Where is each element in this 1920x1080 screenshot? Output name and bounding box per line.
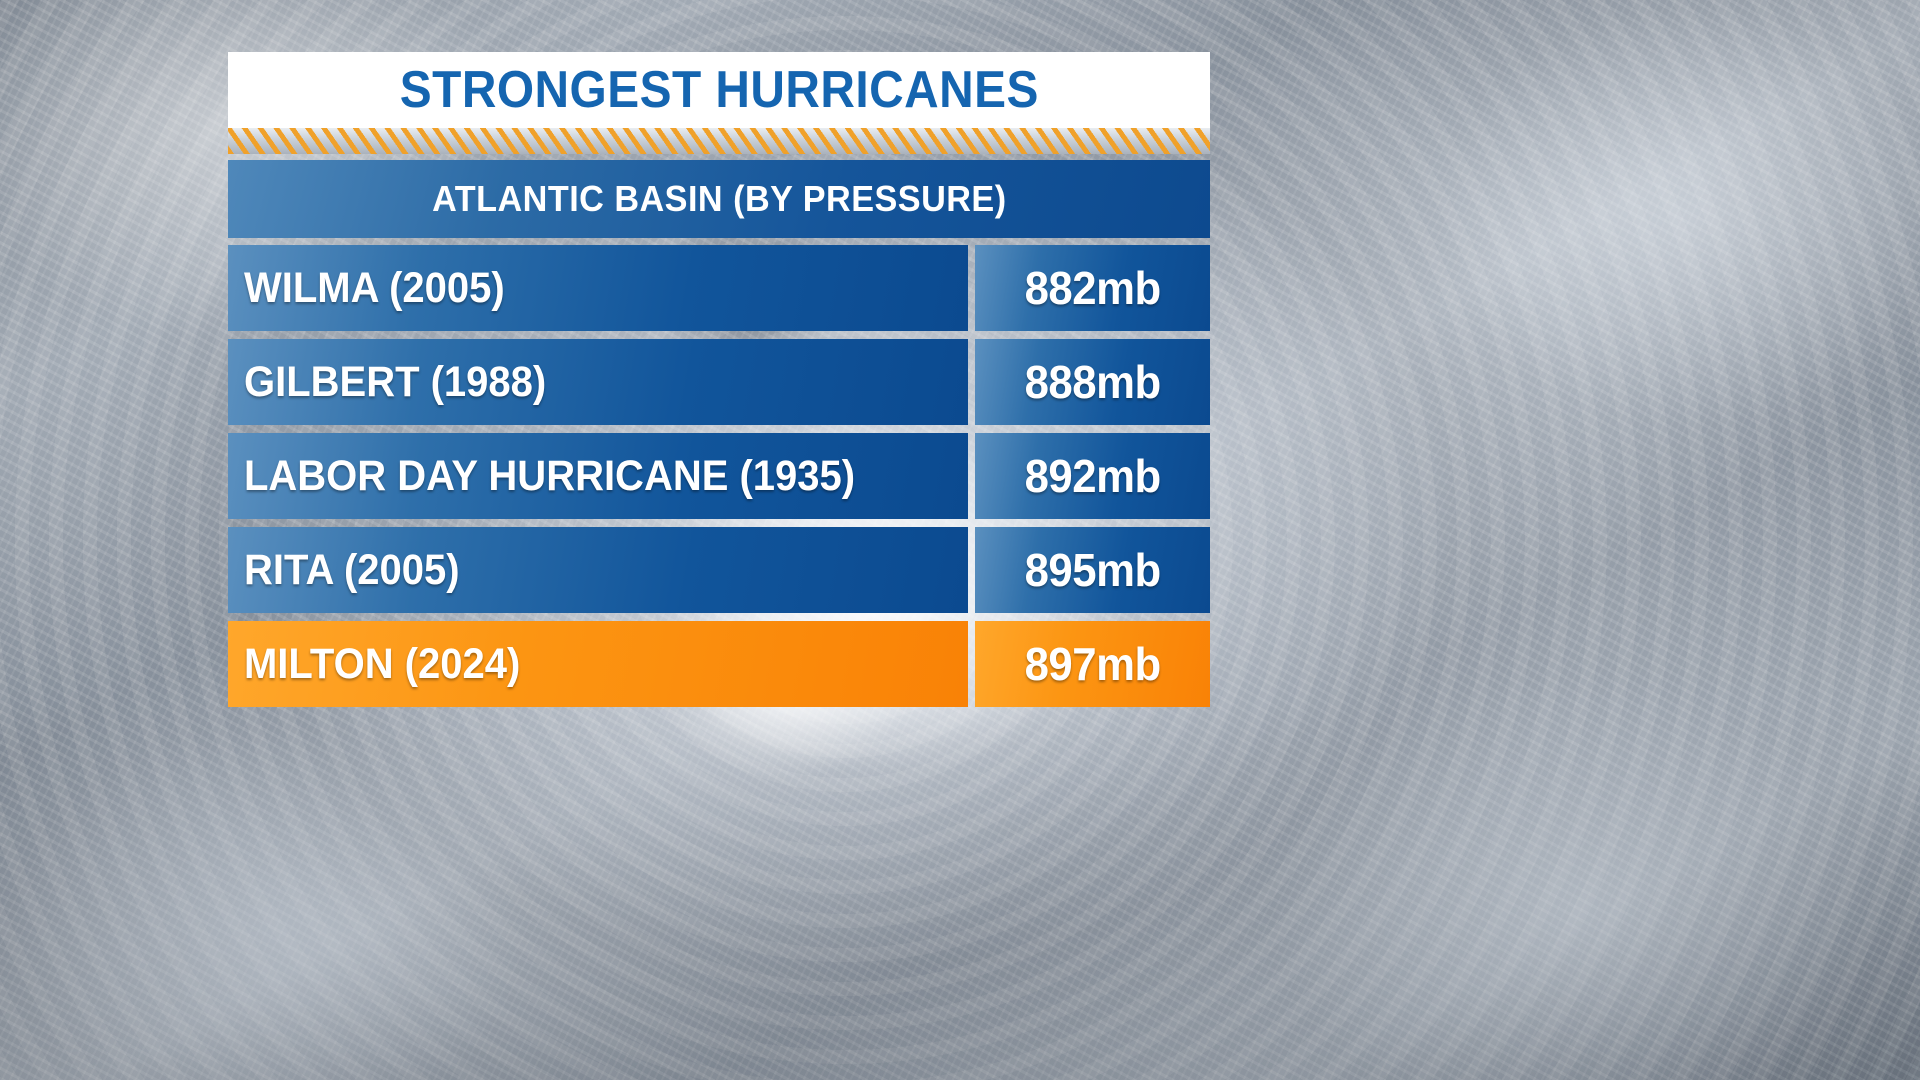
- hurricane-pressure-cell: 888mb: [975, 339, 1210, 425]
- table-row: LABOR DAY HURRICANE (1935) 892mb: [228, 433, 1210, 519]
- hurricane-pressure: 897mb: [1024, 638, 1161, 690]
- hurricane-pressure-cell: 892mb: [975, 433, 1210, 519]
- hurricane-pressure: 888mb: [1024, 356, 1161, 408]
- hurricane-name-cell: MILTON (2024): [228, 621, 968, 707]
- hurricane-pressure-cell: 895mb: [975, 527, 1210, 613]
- hurricane-name-cell: WILMA (2005): [228, 245, 968, 331]
- hurricane-pressure-cell: 897mb: [975, 621, 1210, 707]
- striped-divider: [228, 128, 1210, 154]
- table-row: WILMA (2005) 882mb: [228, 245, 1210, 331]
- subheader-label: ATLANTIC BASIN (BY PRESSURE): [431, 178, 1007, 219]
- hurricane-name: LABOR DAY HURRICANE (1935): [244, 451, 856, 500]
- hurricane-pressure: 892mb: [1024, 450, 1161, 502]
- hurricane-name: RITA (2005): [244, 545, 460, 594]
- hurricane-pressure: 882mb: [1024, 262, 1161, 314]
- table-row: GILBERT (1988) 888mb: [228, 339, 1210, 425]
- hurricane-name: GILBERT (1988): [244, 357, 547, 406]
- hurricane-name: WILMA (2005): [244, 263, 505, 312]
- subheader-bar: ATLANTIC BASIN (BY PRESSURE): [228, 160, 1210, 238]
- hurricane-name-cell: GILBERT (1988): [228, 339, 968, 425]
- hurricane-name: MILTON (2024): [244, 639, 521, 688]
- hurricane-pressure: 895mb: [1024, 544, 1161, 596]
- strongest-hurricanes-graphic: STRONGEST HURRICANES ATLANTIC BASIN (BY …: [228, 52, 1210, 715]
- hurricane-pressure-cell: 882mb: [975, 245, 1210, 331]
- hurricane-name-cell: LABOR DAY HURRICANE (1935): [228, 433, 968, 519]
- title-band: STRONGEST HURRICANES: [228, 52, 1210, 128]
- hurricane-list: WILMA (2005) 882mb GILBERT (1988) 888mb …: [228, 245, 1210, 707]
- hurricane-name-cell: RITA (2005): [228, 527, 968, 613]
- table-row-highlighted: MILTON (2024) 897mb: [228, 621, 1210, 707]
- table-row: RITA (2005) 895mb: [228, 527, 1210, 613]
- page-title: STRONGEST HURRICANES: [399, 61, 1039, 119]
